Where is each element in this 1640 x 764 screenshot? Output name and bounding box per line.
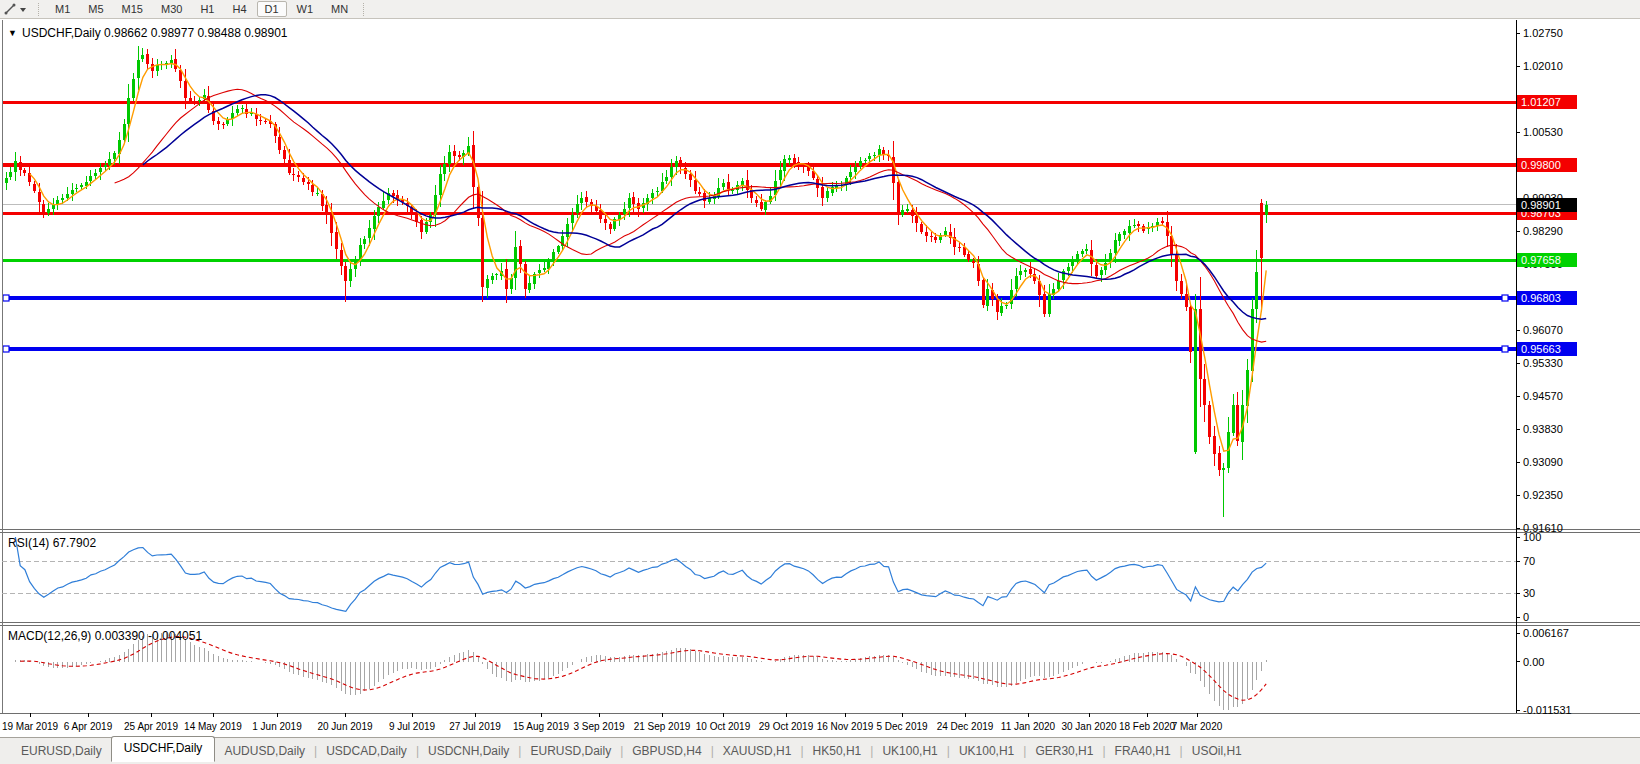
hline-handle[interactable]: [1502, 295, 1508, 301]
tab-gbpusd-h4-6[interactable]: GBPUSD,H4: [623, 740, 710, 762]
svg-text:1.01207: 1.01207: [1521, 96, 1561, 108]
svg-text:6 Apr 2019: 6 Apr 2019: [64, 721, 113, 732]
timeframe-button-h1[interactable]: H1: [192, 1, 222, 17]
svg-text:0.96803: 0.96803: [1521, 292, 1561, 304]
svg-text:14 May 2019: 14 May 2019: [184, 721, 242, 732]
timeframe-button-m5[interactable]: M5: [80, 1, 111, 17]
chart-canvas[interactable]: 1.027501.020101.012701.005300.997900.990…: [0, 0, 1640, 764]
svg-text:1.02750: 1.02750: [1523, 27, 1563, 39]
svg-text:18 Feb 2020: 18 Feb 2020: [1119, 721, 1176, 732]
tab-uk100-h1-10[interactable]: UK100,H1: [950, 740, 1023, 762]
svg-text:3 Sep 2019: 3 Sep 2019: [573, 721, 625, 732]
price-tag-0.99800: 0.99800: [1517, 158, 1577, 172]
svg-text:0.93090: 0.93090: [1523, 456, 1563, 468]
horizontal-level-lines[interactable]: [2, 102, 1516, 352]
svg-text:0.94570: 0.94570: [1523, 390, 1563, 402]
price-tag-0.96803: 0.96803: [1517, 291, 1577, 305]
pane-borders: [0, 20, 1640, 713]
svg-text:USDCHF,Daily 0.98662 0.98977: USDCHF,Daily 0.98662 0.98977 0.98488 0.9…: [22, 26, 288, 40]
chart-title: ▼ USDCHF,Daily 0.98662 0.98977 0.98488 0.…: [8, 26, 288, 40]
svg-text:0.93830: 0.93830: [1523, 423, 1563, 435]
rsi-pane: 100 70 30 0 RSI(14) 67.7902: [2, 531, 1541, 623]
svg-text:30 Jan 2020: 30 Jan 2020: [1061, 721, 1116, 732]
timeframe-button-h4[interactable]: H4: [224, 1, 254, 17]
svg-text:9 Jul 2019: 9 Jul 2019: [389, 721, 436, 732]
svg-text:0.99800: 0.99800: [1521, 159, 1561, 171]
hline-handle[interactable]: [3, 295, 9, 301]
price-tag-0.97658: 0.97658: [1517, 253, 1577, 267]
hline-handle[interactable]: [3, 346, 9, 352]
rsi-label: RSI(14) 67.7902: [8, 536, 96, 550]
svg-text:24 Dec 2019: 24 Dec 2019: [937, 721, 994, 732]
timeframe-button-w1[interactable]: W1: [289, 1, 322, 17]
timeframe-button-d1[interactable]: D1: [257, 1, 287, 17]
svg-text:0: 0: [1523, 611, 1529, 623]
svg-text:30: 30: [1523, 587, 1535, 599]
tab-hk50-h1-8[interactable]: HK50,H1: [804, 740, 871, 762]
toolbar-separator-2: [363, 3, 365, 16]
tab-eurusd-daily-0[interactable]: EURUSD,Daily: [12, 740, 111, 762]
svg-text:1 Jun 2019: 1 Jun 2019: [252, 721, 302, 732]
svg-text:19 Mar 2019: 19 Mar 2019: [2, 721, 59, 732]
timeframe-button-m15[interactable]: M15: [114, 1, 151, 17]
svg-text:25 Apr 2019: 25 Apr 2019: [124, 721, 178, 732]
chart-tabs-bar: EURUSD,DailyUSDCHF,DailyAUDUSD,Daily|USD…: [0, 737, 1640, 764]
crosshair-tool-icon[interactable]: [0, 2, 32, 16]
timeframe-button-m1[interactable]: M1: [47, 1, 78, 17]
tab-eurusd-daily-5[interactable]: EURUSD,Daily: [521, 740, 620, 762]
tab-audusd-daily-2[interactable]: AUDUSD,Daily: [215, 740, 314, 762]
timeframe-button-mn[interactable]: MN: [323, 1, 356, 17]
svg-text:-0.011531: -0.011531: [1523, 704, 1572, 716]
svg-text:70: 70: [1523, 555, 1535, 567]
svg-text:0.98290: 0.98290: [1523, 225, 1563, 237]
tab-ger30-h1-11[interactable]: GER30,H1: [1026, 740, 1102, 762]
tab-fra40-h1-12[interactable]: FRA40,H1: [1106, 740, 1180, 762]
svg-text:29 Oct 2019: 29 Oct 2019: [759, 721, 814, 732]
svg-text:20 Jun 2019: 20 Jun 2019: [317, 721, 372, 732]
ma-line-2: [115, 89, 1267, 342]
macd-signal-line: [20, 637, 1266, 701]
svg-text:0.98901: 0.98901: [1521, 199, 1561, 211]
svg-text:0.97658: 0.97658: [1521, 254, 1561, 266]
rsi-line: [15, 537, 1266, 611]
svg-text:10 Oct 2019: 10 Oct 2019: [696, 721, 751, 732]
tab-usdcad-daily-3[interactable]: USDCAD,Daily: [317, 740, 416, 762]
tab-usoil-h1-13[interactable]: USOil,H1: [1183, 740, 1251, 762]
tab-usdchf-daily-1[interactable]: USDCHF,Daily: [111, 736, 216, 762]
tab-xauusd-h1-7[interactable]: XAUUSD,H1: [714, 740, 801, 762]
svg-text:15 Aug 2019: 15 Aug 2019: [513, 721, 570, 732]
toolbar: M1M5M15M30H1H4D1W1MN: [0, 0, 1640, 19]
svg-text:0.95330: 0.95330: [1523, 357, 1563, 369]
ma-line-1: [30, 64, 1267, 452]
tab-usdcnh-daily-4[interactable]: USDCNH,Daily: [419, 740, 518, 762]
svg-text:0.95663: 0.95663: [1521, 343, 1561, 355]
svg-text:5 Dec 2019: 5 Dec 2019: [876, 721, 928, 732]
price-tag-0.98901: 0.98901: [1517, 198, 1577, 212]
svg-text:100: 100: [1523, 531, 1541, 543]
svg-text:0.96070: 0.96070: [1523, 324, 1563, 336]
svg-text:16 Nov 2019: 16 Nov 2019: [817, 721, 874, 732]
price-tag-1.01207: 1.01207: [1517, 95, 1577, 109]
svg-text:0.006167: 0.006167: [1523, 627, 1569, 639]
date-axis: 19 Mar 2019 6 Apr 2019 25 Apr 2019 14 May 2…: [2, 713, 1223, 732]
svg-text:27 Jul 2019: 27 Jul 2019: [449, 721, 501, 732]
tab-uk100-h1-9[interactable]: UK100,H1: [873, 740, 946, 762]
svg-text:0.92350: 0.92350: [1523, 489, 1563, 501]
svg-text:21 Sep 2019: 21 Sep 2019: [634, 721, 691, 732]
svg-text:1.02010: 1.02010: [1523, 60, 1563, 72]
timeframe-button-m30[interactable]: M30: [153, 1, 190, 17]
price-tag-0.95663: 0.95663: [1517, 342, 1577, 356]
svg-text:7 Mar 2020: 7 Mar 2020: [1172, 721, 1223, 732]
macd-label: MACD(12,26,9) 0.003390 -0.004051: [8, 629, 202, 643]
svg-text:11 Jan 2020: 11 Jan 2020: [1001, 721, 1056, 732]
svg-text:0.00: 0.00: [1523, 656, 1544, 668]
candlestick-series: [5, 46, 1268, 517]
svg-text:1.00530: 1.00530: [1523, 126, 1563, 138]
toolbar-separator: [38, 3, 40, 16]
hline-handle[interactable]: [1502, 346, 1508, 352]
svg-text:▼: ▼: [8, 28, 17, 38]
macd-pane: 0.006167 0.00 -0.011531 MACD(12,26,9) 0.003…: [6, 627, 1572, 716]
